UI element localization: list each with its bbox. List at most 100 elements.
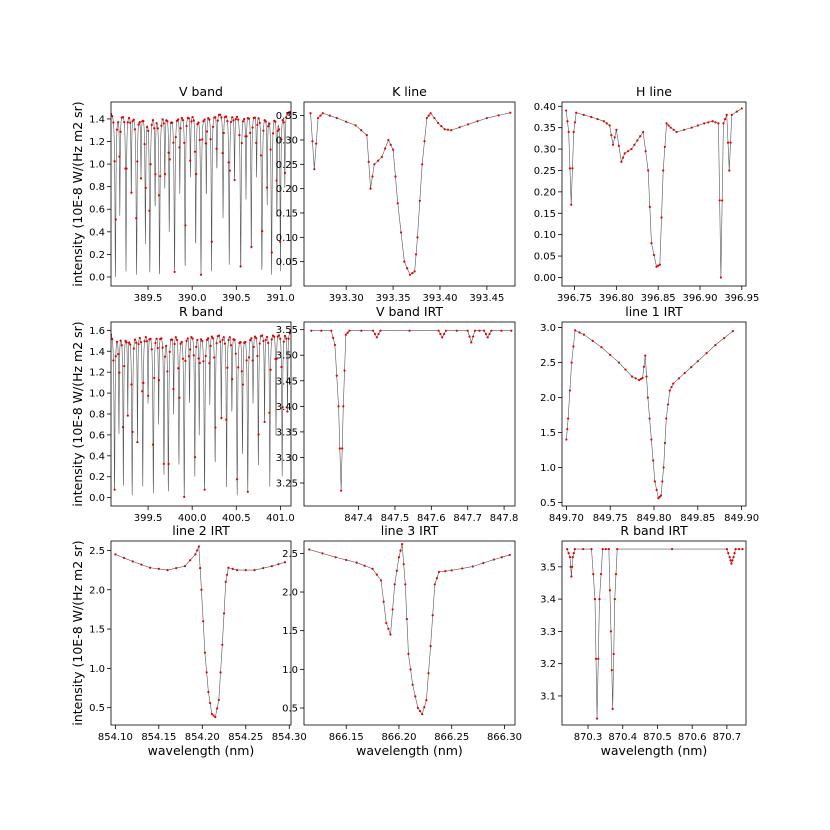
data-point	[425, 699, 428, 702]
data-point	[271, 132, 275, 135]
data-point	[373, 332, 377, 336]
x-tick-label: 849.80	[637, 513, 672, 524]
data-point	[148, 209, 151, 212]
data-point	[132, 347, 135, 350]
data-point	[391, 608, 394, 611]
y-tick-label: 1.6	[89, 326, 105, 337]
subplot-title: line 1 IRT	[625, 304, 683, 319]
data-point	[114, 218, 117, 221]
data-point	[225, 115, 228, 118]
data-point	[191, 116, 194, 119]
x-tick-label: 389.5	[134, 293, 163, 304]
data-point	[658, 263, 661, 266]
axes-frame	[303, 540, 516, 726]
x-tick-label: 393.30	[329, 293, 364, 304]
data-point	[197, 121, 200, 124]
data-point	[740, 107, 743, 110]
data-point	[253, 568, 256, 572]
data-point	[238, 134, 241, 137]
data-point	[250, 245, 253, 249]
x-tick-label: 849.90	[724, 513, 759, 524]
data-point	[179, 127, 182, 130]
data-point	[644, 354, 647, 357]
data-point	[185, 339, 188, 342]
data-point	[409, 668, 412, 671]
y-tick-label: 3.30	[276, 453, 298, 464]
data-point	[153, 376, 156, 380]
data-point	[269, 148, 272, 151]
data-point	[126, 414, 129, 417]
data-point	[636, 139, 639, 142]
data-point	[172, 141, 175, 144]
data-point	[611, 707, 614, 710]
data-point	[118, 155, 121, 158]
y-tick-label: 0.6	[89, 430, 105, 441]
data-point	[565, 109, 568, 112]
x-tick-label: 870.7	[713, 732, 742, 743]
data-point	[202, 120, 205, 123]
data-point	[130, 383, 133, 386]
data-point	[177, 367, 180, 370]
data-point	[396, 202, 399, 205]
data-point	[669, 126, 672, 129]
data-point	[608, 589, 612, 592]
data-point	[631, 375, 634, 378]
data-point	[395, 569, 398, 572]
data-point	[144, 335, 147, 339]
y-axis-label: intensity (10E-8 W/(Hz m2 sr)	[70, 540, 85, 725]
data-point	[667, 124, 670, 127]
data-point	[334, 556, 337, 559]
data-point	[215, 147, 218, 150]
data-point	[341, 447, 344, 450]
y-tick-label: 0.4	[89, 227, 105, 238]
data-point	[328, 114, 331, 117]
data-point	[379, 329, 382, 332]
data-point	[728, 556, 731, 559]
data-point	[343, 369, 346, 372]
data-point	[372, 329, 375, 332]
data-point	[229, 344, 233, 347]
data-point	[125, 341, 128, 344]
data-point	[642, 130, 645, 134]
data-point	[155, 122, 158, 125]
data-point	[429, 645, 432, 648]
subplot-8: line 3 IRT 866.15 866.20 866.25 866.30 0.5 1.0…	[282, 523, 522, 758]
data-point	[345, 558, 348, 562]
y-tick-label: 0.25	[276, 160, 298, 171]
data-point	[355, 561, 358, 564]
data-point	[444, 570, 447, 573]
data-point	[571, 167, 574, 170]
data-point	[156, 127, 159, 130]
data-point	[249, 131, 252, 134]
data-point	[157, 567, 160, 571]
data-point	[168, 350, 171, 353]
x-tick-label: 870.3	[574, 732, 603, 743]
data-point	[566, 427, 569, 431]
data-point	[177, 118, 180, 121]
data-point	[153, 127, 156, 130]
data-point	[155, 337, 158, 340]
data-point	[630, 147, 633, 151]
data-point	[166, 120, 169, 123]
data-point	[263, 420, 266, 424]
data-point	[492, 558, 495, 561]
y-tick-label: 0.15	[276, 208, 298, 219]
data-point	[183, 565, 187, 568]
data-point	[655, 488, 658, 492]
data-point	[375, 573, 378, 576]
x-tick-label: 849.85	[680, 513, 715, 524]
x-tick-label: 847.7	[453, 513, 482, 524]
data-point	[163, 173, 167, 176]
data-point	[257, 433, 260, 436]
data-point	[371, 567, 374, 570]
data-point	[195, 549, 199, 552]
data-point	[262, 129, 265, 132]
data-point	[652, 459, 655, 462]
x-tick-label: 854.15	[141, 732, 176, 743]
data-point	[672, 382, 675, 385]
data-point	[142, 381, 145, 384]
data-point	[342, 405, 345, 408]
x-tick-label: 393.45	[469, 293, 504, 304]
data-point	[461, 567, 464, 570]
data-point	[209, 344, 212, 348]
